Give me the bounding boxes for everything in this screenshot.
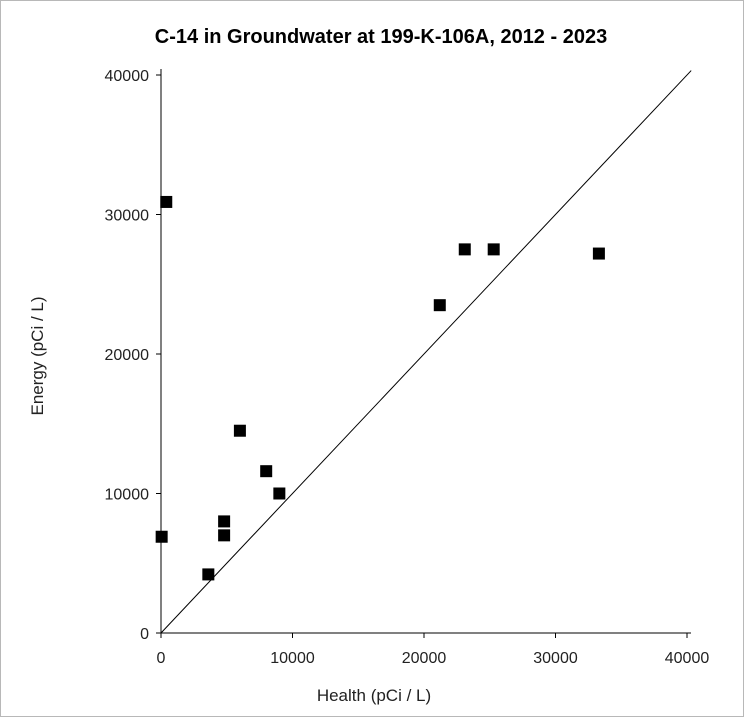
data-point bbox=[155, 530, 168, 543]
x-tick-label: 20000 bbox=[402, 650, 447, 667]
x-tick-label: 0 bbox=[157, 650, 166, 667]
data-point bbox=[487, 243, 500, 256]
y-tick-label: 10000 bbox=[105, 487, 150, 504]
x-axis-label: Health (pCi / L) bbox=[317, 686, 431, 705]
data-point bbox=[592, 247, 605, 260]
data-point bbox=[202, 568, 215, 581]
chart-title: C-14 in Groundwater at 199-K-106A, 2012 … bbox=[155, 26, 607, 48]
data-point bbox=[218, 515, 231, 528]
reference-line bbox=[160, 70, 692, 634]
y-tick-label: 20000 bbox=[105, 347, 150, 364]
data-point bbox=[273, 487, 286, 500]
data-point bbox=[433, 299, 446, 312]
y-axis-ticks: 0 10000 20000 30000 40000 bbox=[105, 68, 161, 643]
x-tick-label: 10000 bbox=[270, 650, 315, 667]
x-tick-label: 40000 bbox=[665, 650, 710, 667]
data-point bbox=[233, 424, 246, 437]
x-axis-ticks: 0 10000 20000 30000 40000 bbox=[157, 633, 710, 667]
y-tick-label: 40000 bbox=[105, 68, 150, 85]
data-point bbox=[218, 529, 231, 542]
y-tick-label: 30000 bbox=[105, 208, 150, 225]
data-points bbox=[155, 195, 605, 581]
x-tick-label: 30000 bbox=[533, 650, 578, 667]
data-point bbox=[160, 195, 173, 208]
y-axis-label: Energy (pCi / L) bbox=[28, 296, 47, 415]
data-point bbox=[458, 243, 471, 256]
plot-area: 0 10000 20000 30000 40000 0 10000 20000 30000 40… bbox=[105, 68, 710, 667]
y-tick-label: 0 bbox=[140, 626, 149, 643]
data-point bbox=[260, 465, 273, 478]
